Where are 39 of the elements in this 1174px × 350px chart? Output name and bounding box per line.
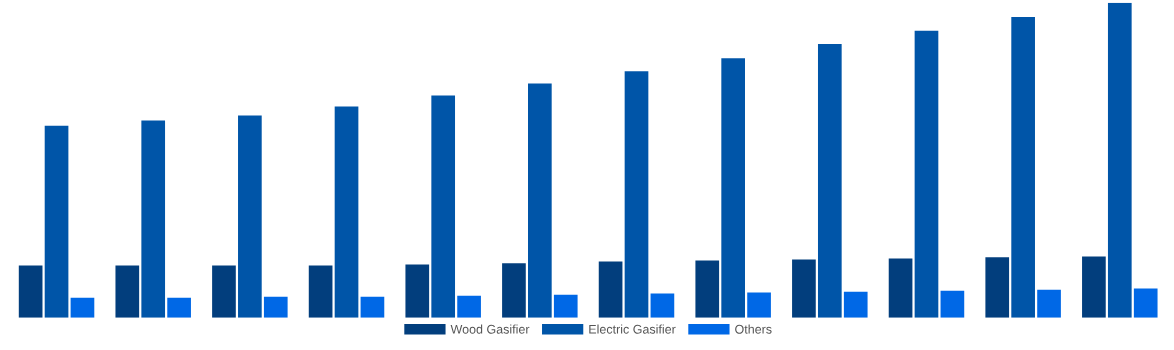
- bar: [817, 44, 842, 318]
- bar: [843, 291, 868, 318]
- bar: [940, 290, 965, 318]
- bar: [405, 264, 430, 318]
- bar: [115, 265, 140, 318]
- bar: [167, 297, 191, 318]
- bar: [598, 261, 623, 318]
- bar: [334, 106, 359, 318]
- bar: [141, 120, 166, 318]
- bar: [624, 71, 649, 318]
- bar: [212, 265, 236, 318]
- bar: [792, 259, 816, 318]
- bar: [238, 115, 262, 318]
- bar: [1107, 2, 1132, 318]
- legend-label: Electric Gasifier: [589, 324, 676, 334]
- bar: [914, 30, 939, 318]
- bar: [650, 293, 675, 318]
- legend-label: Others: [735, 324, 772, 334]
- bar: [431, 95, 456, 318]
- bar: [263, 296, 288, 318]
- bar: [308, 265, 333, 318]
- bar: [747, 292, 771, 318]
- bar: [1011, 16, 1035, 318]
- bar: [1133, 288, 1158, 318]
- bar: [553, 294, 578, 318]
- bar: [18, 265, 43, 318]
- bar: [1082, 256, 1106, 318]
- bar: [528, 83, 552, 318]
- bar: [1037, 289, 1061, 318]
- bar: [888, 258, 913, 318]
- bar: [70, 297, 95, 318]
- bar: [695, 260, 720, 318]
- bar: [985, 257, 1010, 318]
- legend-label: Wood Gasifier: [450, 324, 530, 334]
- bar: [721, 58, 745, 318]
- bar: [44, 125, 69, 318]
- bar: [502, 263, 526, 318]
- bar: [360, 296, 385, 318]
- bar: [457, 295, 481, 318]
